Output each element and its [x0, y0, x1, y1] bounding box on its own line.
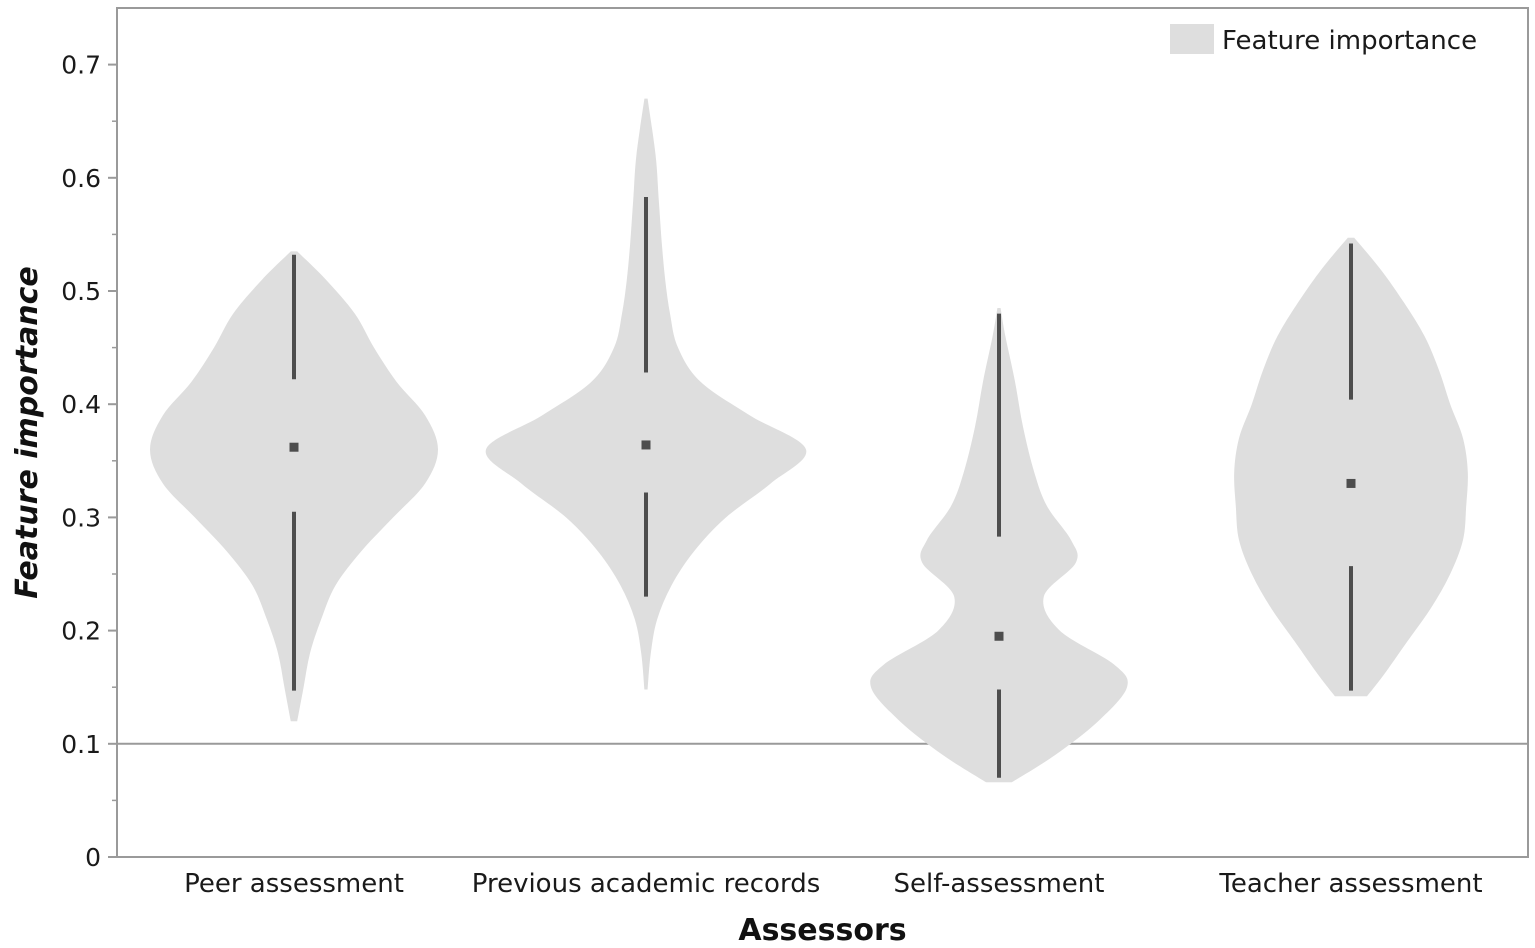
y-tick-label: 0.7	[61, 51, 101, 80]
legend-label: Feature importance	[1222, 26, 1477, 56]
violin-body	[150, 251, 438, 722]
violin-body	[485, 98, 807, 690]
y-tick-label: 0.4	[61, 390, 101, 419]
y-tick-label: 0.6	[61, 164, 101, 193]
y-tick-label: 0	[85, 843, 101, 872]
violin-peer-assessment	[150, 251, 438, 722]
median-marker	[641, 440, 651, 450]
violin-previous-academic-records	[485, 98, 807, 690]
violin-body	[870, 308, 1128, 783]
violin-self-assessment	[870, 308, 1128, 783]
x-tick-label: Previous academic records	[472, 869, 821, 899]
violins	[150, 98, 1468, 783]
x-axis-title: Assessors	[738, 913, 906, 948]
legend-swatch	[1170, 24, 1214, 54]
legend: Feature importance	[1170, 24, 1477, 56]
y-axis-title: Feature importance	[10, 266, 45, 599]
median-marker	[1346, 478, 1356, 488]
violin-teacher-assessment	[1234, 237, 1468, 697]
violin-body	[1234, 237, 1468, 697]
y-tick-label: 0.2	[61, 617, 101, 646]
x-axis-tick-labels: Peer assessment Previous academic records…	[184, 869, 1483, 899]
median-marker	[994, 631, 1004, 641]
y-tick-label: 0.5	[61, 277, 101, 306]
x-tick-label: Self-assessment	[894, 869, 1105, 899]
y-tick-label: 0.1	[61, 730, 101, 759]
x-tick-label: Teacher assessment	[1218, 869, 1482, 899]
median-marker	[289, 442, 299, 452]
y-axis-ticks: 0 0.1 0.2 0.3 0.4 0.5 0.6 0.7	[61, 51, 117, 872]
x-tick-label: Peer assessment	[184, 869, 404, 899]
y-tick-label: 0.3	[61, 503, 101, 532]
plot-frame	[116, 7, 1529, 858]
